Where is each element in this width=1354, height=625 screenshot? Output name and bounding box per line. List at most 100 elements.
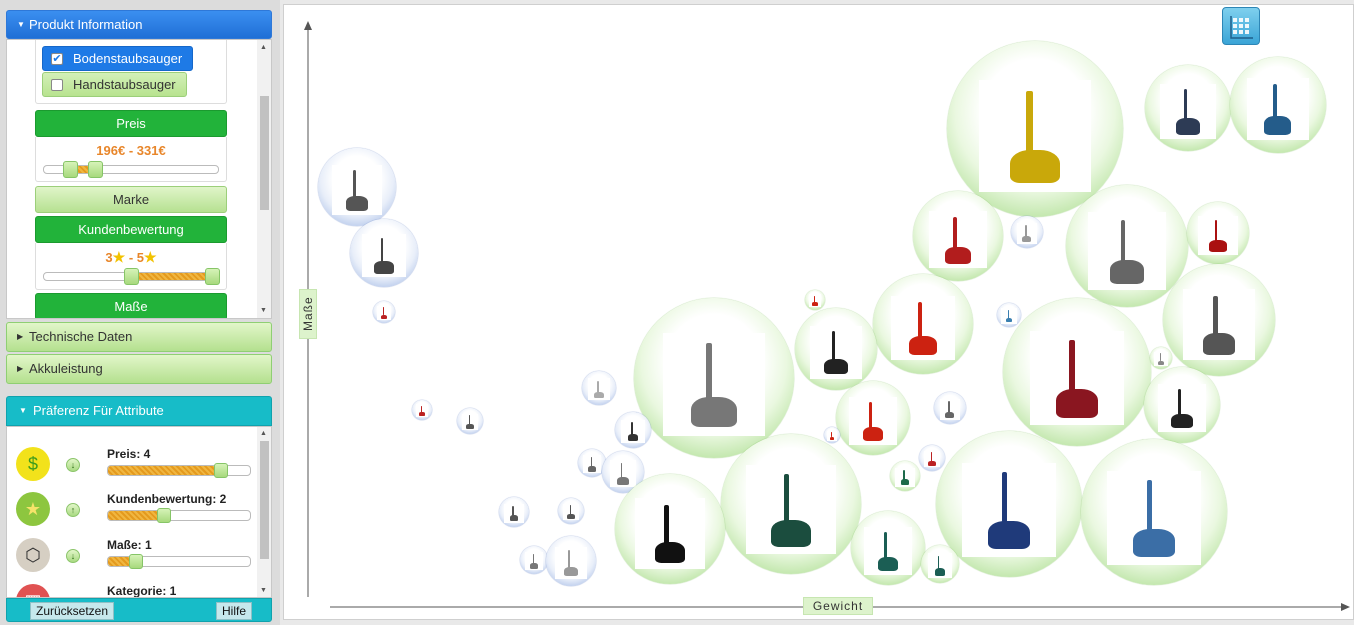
grid-view-icon[interactable] — [1222, 7, 1260, 45]
product-bubble[interactable] — [634, 298, 794, 458]
arrow-up-icon[interactable]: ↑ — [66, 503, 80, 517]
reset-button[interactable]: Zurücksetzen — [30, 602, 115, 620]
filter-label: Marke — [112, 192, 150, 207]
accordion-label: Produkt Information — [29, 17, 143, 32]
product-bubble[interactable] — [997, 303, 1021, 327]
product-bubble[interactable] — [457, 408, 483, 434]
product-bubble[interactable] — [1145, 65, 1231, 151]
scrollbar-thumb[interactable] — [260, 96, 269, 210]
filter-preis-body: 196€ - 331€ — [35, 137, 227, 182]
star-icon: ★ — [112, 249, 126, 265]
slider-fill — [71, 166, 96, 173]
product-bubble[interactable] — [615, 474, 725, 584]
box-icon: ⬡ — [16, 538, 50, 572]
product-bubble[interactable] — [936, 431, 1082, 577]
slider-handle[interactable] — [157, 508, 171, 523]
product-bubble[interactable] — [721, 434, 861, 574]
product-bubble[interactable] — [824, 427, 840, 443]
preference-row-kategorie: ▦ Kategorie: 1 — [7, 584, 257, 597]
product-bubble[interactable] — [1230, 57, 1326, 153]
scroll-down-icon[interactable]: ▼ — [260, 307, 267, 314]
help-button[interactable]: Hilfe — [216, 602, 253, 620]
money-bag-icon: $ — [16, 447, 50, 481]
product-bubble[interactable] — [412, 400, 432, 420]
product-bubble[interactable] — [520, 546, 548, 574]
checkbox-label: Handstaubsauger — [73, 77, 176, 92]
star-icon: ★ — [144, 249, 157, 265]
slider-fill — [108, 557, 137, 566]
price-range-slider[interactable] — [43, 161, 219, 178]
x-axis-label[interactable]: Gewicht — [803, 597, 873, 615]
product-bubble[interactable] — [1163, 264, 1275, 376]
product-bubble[interactable] — [1081, 439, 1227, 585]
product-bubble[interactable] — [373, 301, 395, 323]
scroll-up-icon[interactable]: ▲ — [260, 44, 267, 51]
filter-label: Maße — [114, 299, 148, 314]
arrow-down-icon[interactable]: ↓ — [66, 458, 80, 472]
product-bubble[interactable] — [1066, 185, 1188, 307]
preference-label: Kundenbewertung: 2 — [107, 492, 227, 506]
product-bubble[interactable] — [851, 511, 925, 585]
product-bubble-chart: Maße Gewicht — [283, 4, 1354, 620]
accordion-akkuleistung[interactable]: ▶ Akkuleistung — [6, 354, 272, 384]
accordion-praeferenz[interactable]: ▼ Präferenz Für Attribute — [6, 396, 272, 426]
kategorie-box — [35, 40, 227, 104]
filter-kundenbewertung-body: 3★ - 5★ — [35, 243, 227, 290]
product-bubble[interactable] — [913, 191, 1003, 281]
preference-row-kundenbewertung: ★ ↑ Kundenbewertung: 2 — [7, 492, 257, 538]
slider-handle-max[interactable] — [88, 161, 103, 178]
product-bubble[interactable] — [582, 371, 616, 405]
product-bubble[interactable] — [615, 412, 651, 448]
y-axis-label[interactable]: Maße — [299, 289, 317, 339]
product-bubble[interactable] — [350, 219, 418, 287]
accordion-technische-daten[interactable]: ▶ Technische Daten — [6, 322, 272, 352]
filter-marke-header[interactable]: Marke — [35, 186, 227, 213]
filter-masse-header[interactable]: Maße — [35, 293, 227, 318]
scrollbar[interactable]: ▲ ▼ — [257, 40, 271, 318]
product-bubble[interactable] — [318, 148, 396, 226]
accordion-produkt-information[interactable]: ▼ Produkt Information — [6, 10, 272, 39]
slider-handle-max[interactable] — [205, 268, 220, 285]
preference-slider-masse[interactable] — [107, 554, 251, 569]
slider-handle[interactable] — [129, 554, 143, 569]
rating-range-slider[interactable] — [43, 268, 220, 285]
caret-down-icon: ▼ — [17, 20, 25, 29]
product-bubble[interactable] — [836, 381, 910, 455]
scrollbar-thumb[interactable] — [260, 441, 269, 559]
product-bubble[interactable] — [499, 497, 529, 527]
product-bubble[interactable] — [1187, 202, 1249, 264]
product-bubble[interactable] — [890, 461, 920, 491]
slider-handle-min[interactable] — [63, 161, 78, 178]
checkbox-bodenstaubsauger[interactable]: ✔ Bodenstaubsauger — [42, 46, 193, 71]
filter-kundenbewertung-header[interactable]: Kundenbewertung — [35, 216, 227, 243]
filter-preis-header[interactable]: Preis — [35, 110, 227, 137]
product-bubble[interactable] — [546, 536, 596, 586]
preference-label: Maße: 1 — [107, 538, 152, 552]
product-bubble[interactable] — [602, 451, 644, 493]
preference-slider-kundenbewertung[interactable] — [107, 508, 251, 523]
product-bubble[interactable] — [805, 290, 825, 310]
caret-right-icon: ▶ — [17, 332, 24, 341]
product-bubble[interactable] — [919, 445, 945, 471]
product-bubble[interactable] — [1150, 347, 1172, 369]
product-bubble[interactable] — [578, 449, 606, 477]
product-bubble[interactable] — [1011, 216, 1043, 248]
scroll-up-icon[interactable]: ▲ — [260, 430, 267, 437]
arrow-down-icon[interactable]: ↓ — [66, 549, 80, 563]
slider-handle[interactable] — [214, 463, 228, 478]
slider-fill — [108, 466, 223, 475]
product-bubble[interactable] — [921, 545, 959, 583]
product-bubble[interactable] — [795, 308, 877, 390]
product-bubble[interactable] — [947, 41, 1123, 217]
scrollbar[interactable]: ▲ ▼ — [257, 427, 271, 597]
preference-slider-preis[interactable] — [107, 463, 251, 478]
checkmark-icon: ✔ — [51, 53, 63, 65]
product-bubble[interactable] — [934, 392, 966, 424]
slider-handle-min[interactable] — [124, 268, 139, 285]
scroll-down-icon[interactable]: ▼ — [260, 587, 267, 594]
product-bubble[interactable] — [558, 498, 584, 524]
product-bubble[interactable] — [1003, 298, 1151, 446]
product-bubble[interactable] — [1144, 367, 1220, 443]
product-bubble[interactable] — [873, 274, 973, 374]
checkbox-handstaubsauger[interactable]: Handstaubsauger — [42, 72, 187, 97]
